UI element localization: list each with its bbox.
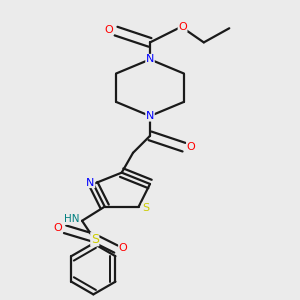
Text: S: S: [142, 203, 149, 213]
Text: N: N: [146, 54, 154, 64]
Text: O: O: [119, 243, 128, 253]
Text: O: O: [105, 25, 113, 35]
Text: O: O: [54, 223, 62, 233]
Text: O: O: [187, 142, 195, 152]
Text: S: S: [91, 233, 99, 246]
Text: O: O: [178, 22, 187, 32]
Text: N: N: [86, 178, 95, 188]
Text: N: N: [146, 111, 154, 121]
Text: HN: HN: [64, 214, 79, 224]
